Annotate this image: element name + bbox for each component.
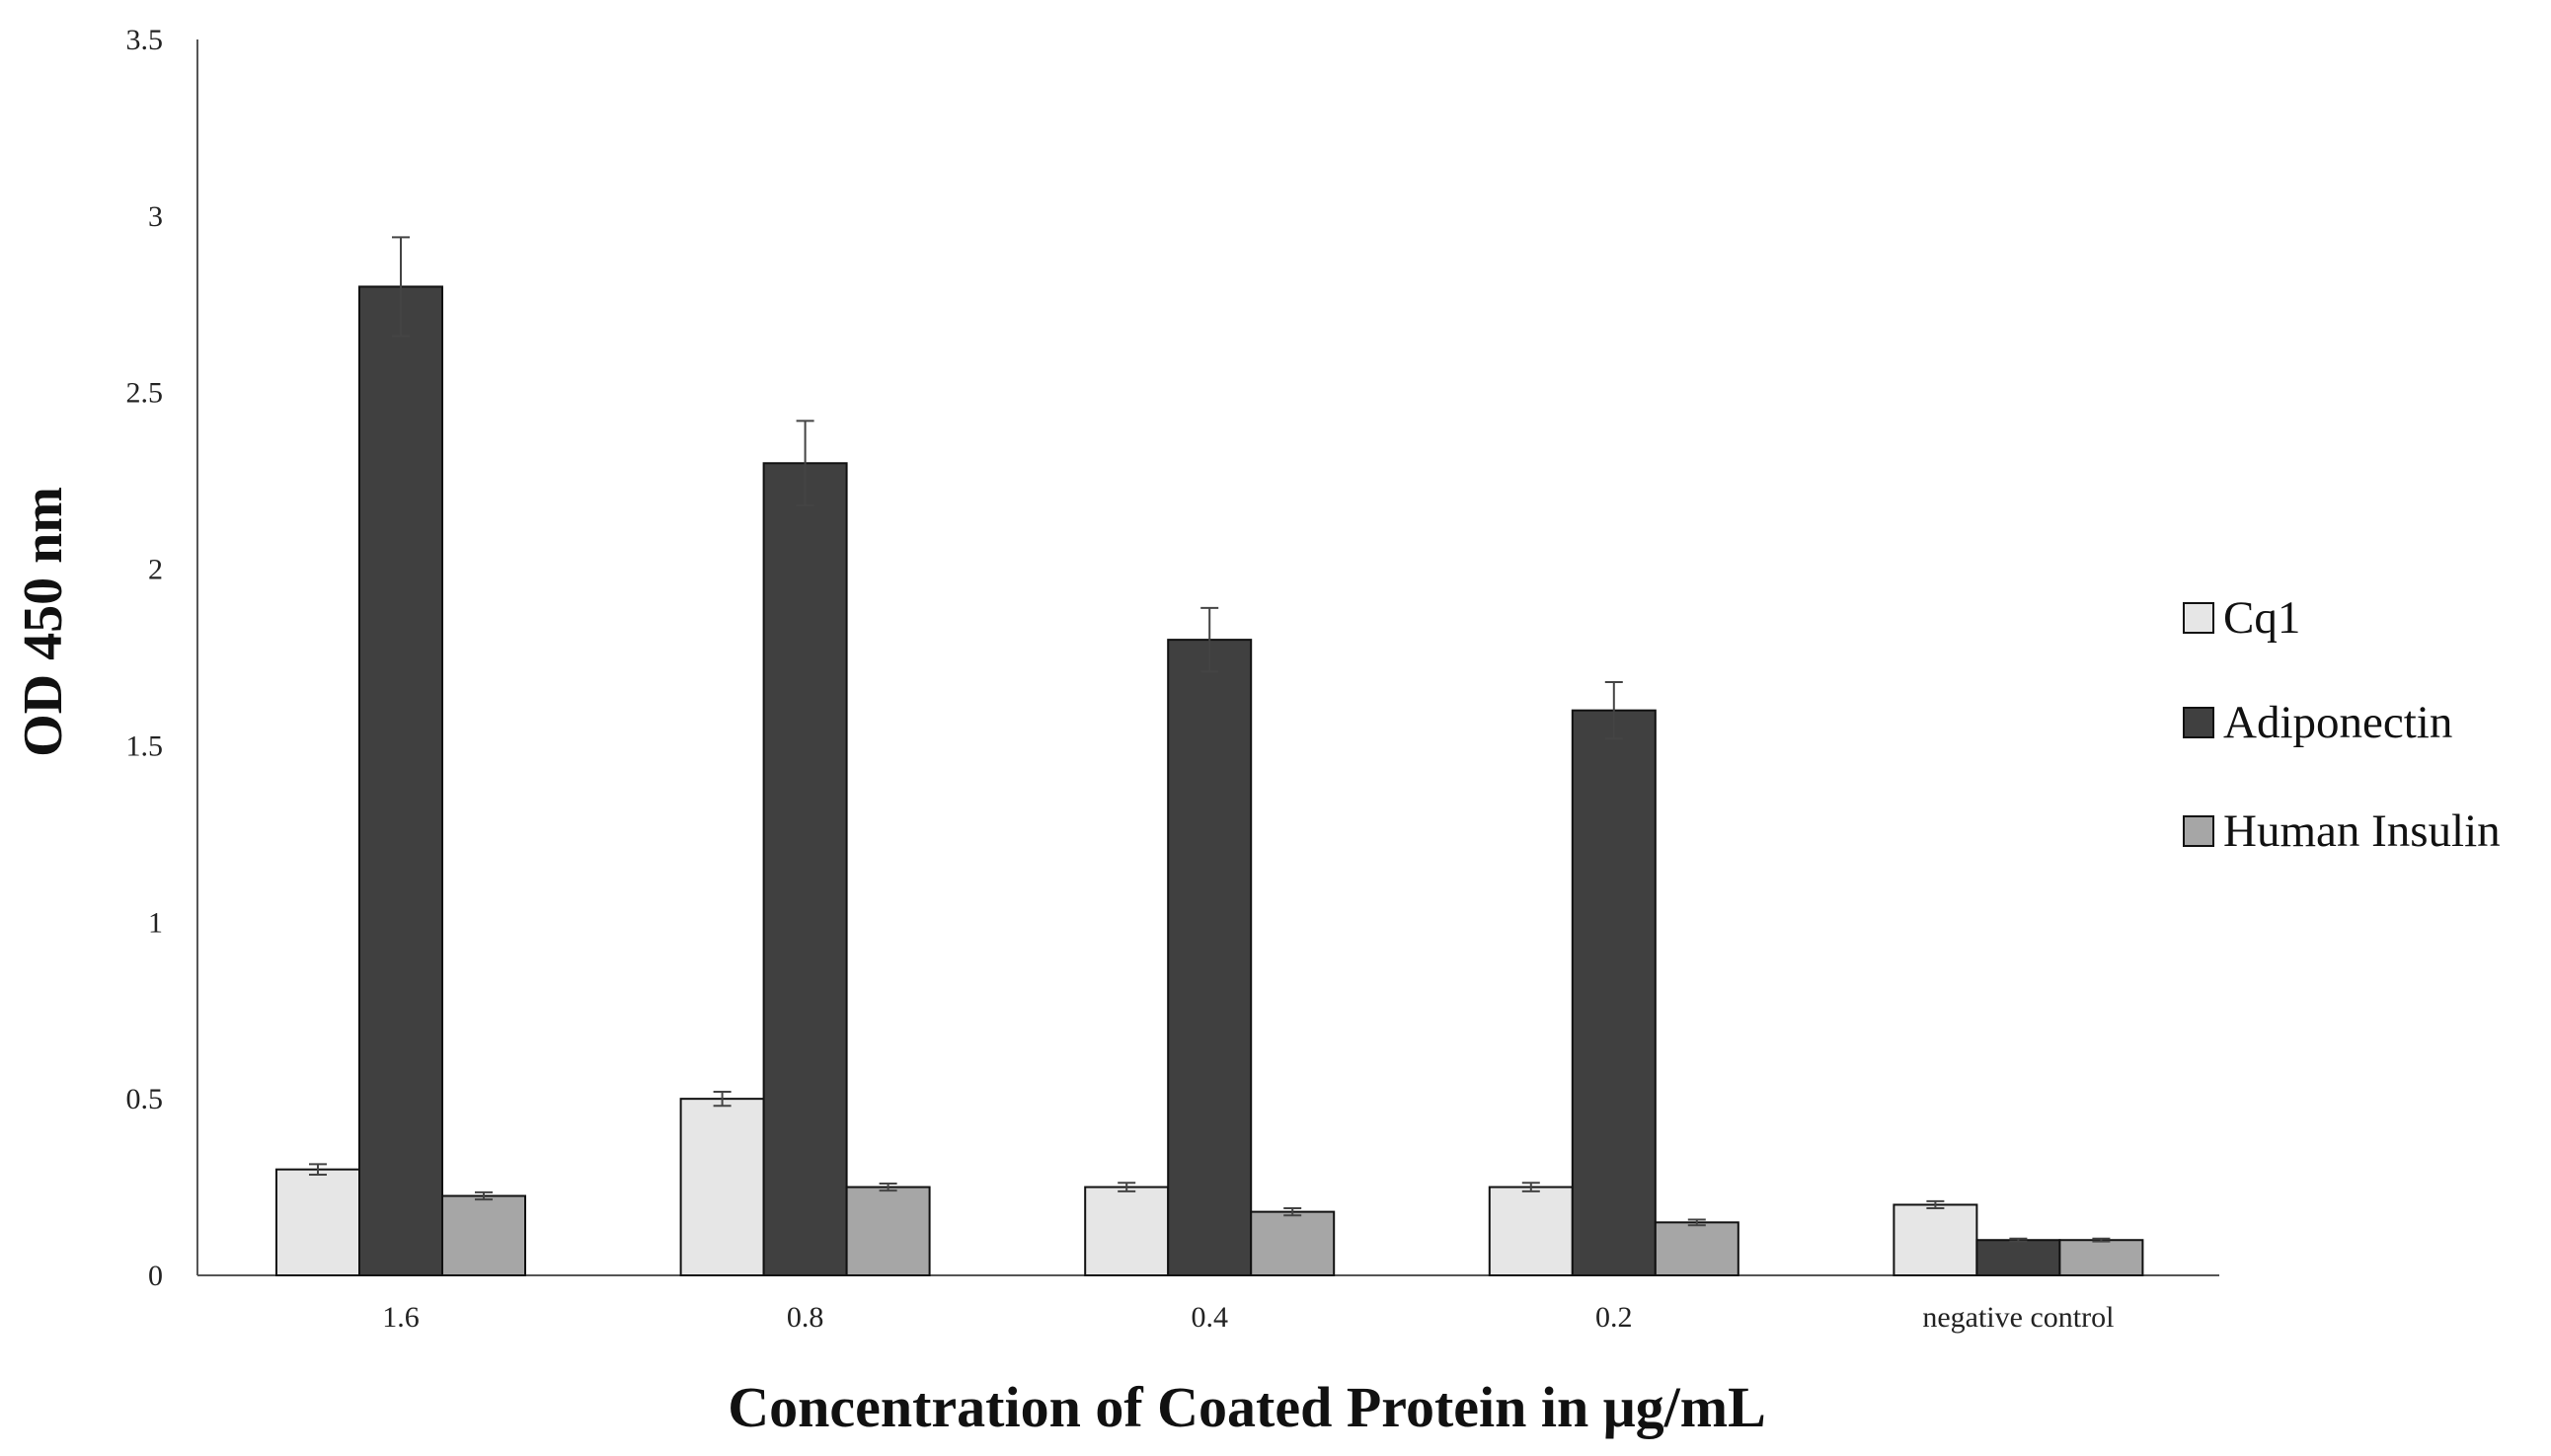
bar-human-insulin — [1654, 1221, 1739, 1277]
x-tick-label: 1.6 — [382, 1301, 420, 1334]
bar-human-insulin — [441, 1194, 526, 1276]
bar-adiponectin — [1975, 1239, 2061, 1276]
bar-adiponectin — [1167, 639, 1253, 1276]
x-tick-label: negative control — [1922, 1301, 2114, 1334]
bar-adiponectin — [358, 285, 443, 1276]
x-tick-label: 0.2 — [1595, 1301, 1633, 1334]
bar-human-insulin — [845, 1186, 931, 1276]
legend-swatch — [2183, 707, 2214, 738]
bar-cq1 — [275, 1168, 360, 1276]
x-tick-labels: 1.6 0.8 0.4 0.2 negative control — [382, 1301, 2114, 1334]
bar-cq1 — [679, 1098, 765, 1276]
legend-label: Adiponectin — [2223, 697, 2452, 748]
legend: Cq1 Adiponectin Human Insulin — [2183, 592, 2501, 857]
error-bars — [309, 236, 2111, 1243]
x-tick-label: 0.4 — [1191, 1301, 1228, 1334]
legend-swatch — [2183, 602, 2214, 634]
y-tick-label: 0 — [148, 1260, 163, 1292]
bar-cq1 — [1488, 1186, 1574, 1276]
y-tick-label: 0.5 — [126, 1083, 164, 1115]
y-tick-label: 2.5 — [126, 377, 164, 410]
y-tick-label: 1 — [148, 906, 163, 939]
x-tick-label: 0.8 — [787, 1301, 824, 1334]
y-axis-title: OD 450 nm — [13, 487, 74, 757]
bar-groups — [275, 285, 2144, 1277]
y-tick-label: 2 — [148, 554, 163, 586]
bar-adiponectin — [1571, 709, 1657, 1276]
y-tick-labels: 0 0.5 1 1.5 2 2.5 3 3.5 — [126, 24, 164, 1292]
legend-swatch — [2183, 815, 2214, 847]
bar-adiponectin — [762, 462, 848, 1276]
bar-cq1 — [1084, 1186, 1170, 1276]
bar-human-insulin — [1250, 1210, 1336, 1277]
y-tick-label: 3 — [148, 200, 163, 233]
y-tick-label: 3.5 — [126, 24, 164, 56]
bar-cq1 — [1893, 1203, 1978, 1277]
legend-label: Human Insulin — [2223, 805, 2501, 857]
y-tick-label: 1.5 — [126, 729, 164, 762]
bar-human-insulin — [2058, 1239, 2144, 1276]
x-axis-title: Concentration of Coated Protein in μg/mL — [728, 1375, 1766, 1439]
legend-label: Cq1 — [2223, 592, 2300, 644]
